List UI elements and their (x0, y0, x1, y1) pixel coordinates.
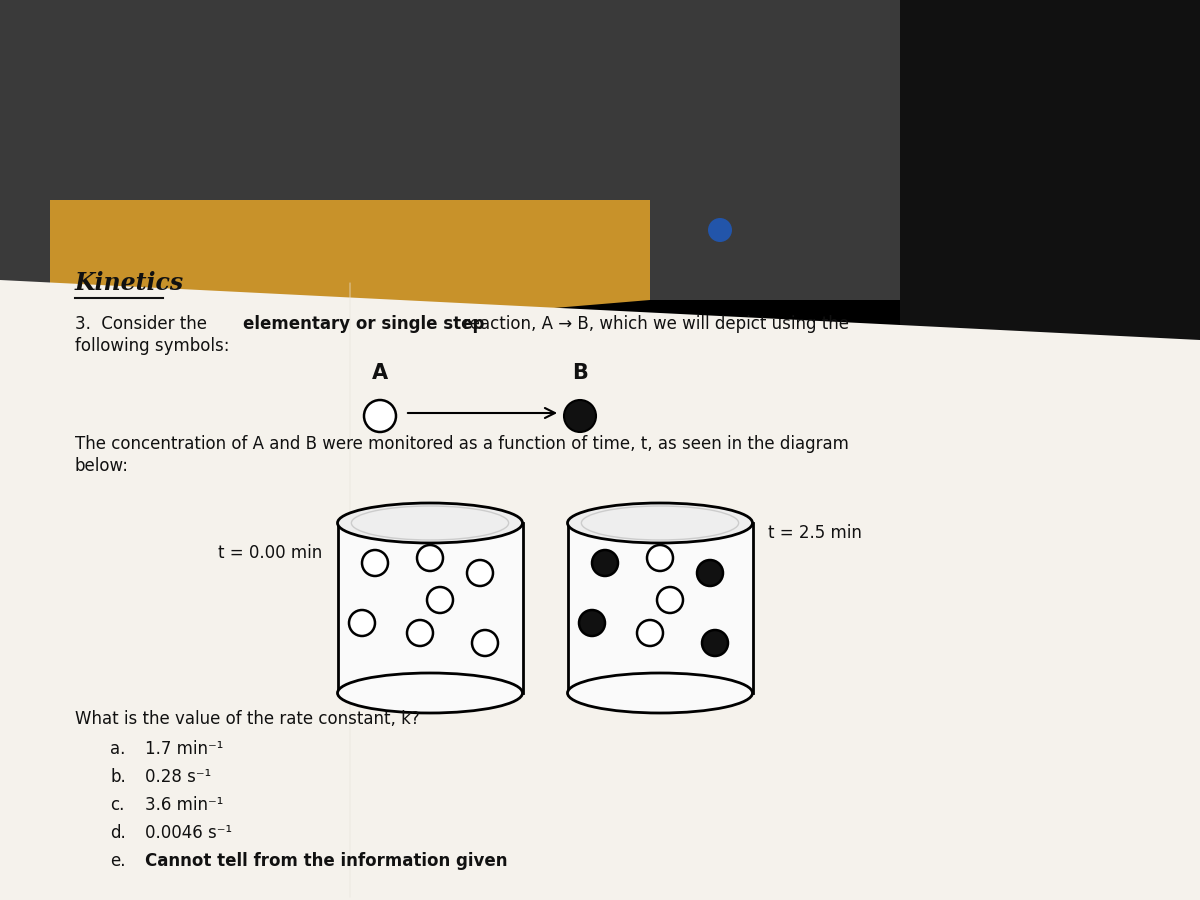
Text: elementary or single step: elementary or single step (242, 315, 485, 333)
Text: 3.  Consider the: 3. Consider the (74, 315, 212, 333)
Circle shape (407, 620, 433, 646)
Text: d.: d. (110, 824, 126, 842)
Circle shape (472, 630, 498, 656)
FancyBboxPatch shape (0, 0, 1200, 300)
Polygon shape (900, 0, 1200, 500)
Circle shape (647, 545, 673, 571)
Text: B: B (572, 363, 588, 383)
Text: 1.7 min⁻¹: 1.7 min⁻¹ (145, 740, 223, 758)
Circle shape (708, 218, 732, 242)
Ellipse shape (568, 673, 752, 713)
Text: reaction, A → B, which we will depict using the: reaction, A → B, which we will depict us… (458, 315, 850, 333)
Text: c.: c. (110, 796, 125, 814)
Text: The concentration of A and B were monitored as a function of time, t, as seen in: The concentration of A and B were monito… (74, 435, 848, 453)
Circle shape (697, 560, 722, 586)
Text: t = 2.5 min: t = 2.5 min (768, 524, 862, 542)
Text: following symbols:: following symbols: (74, 337, 229, 355)
Text: Kinetics: Kinetics (74, 271, 184, 295)
Ellipse shape (337, 503, 522, 543)
Polygon shape (200, 0, 900, 300)
Circle shape (658, 587, 683, 613)
Circle shape (467, 560, 493, 586)
Text: 3.6 min⁻¹: 3.6 min⁻¹ (145, 796, 223, 814)
Text: t = 0.00 min: t = 0.00 min (217, 544, 322, 562)
Circle shape (364, 400, 396, 432)
Ellipse shape (568, 503, 752, 543)
Text: 0.0046 s⁻¹: 0.0046 s⁻¹ (145, 824, 232, 842)
Circle shape (349, 610, 374, 636)
Circle shape (637, 620, 662, 646)
Circle shape (564, 400, 596, 432)
Text: Cannot tell from the information given: Cannot tell from the information given (145, 852, 508, 870)
FancyBboxPatch shape (568, 523, 752, 693)
Text: below:: below: (74, 457, 130, 475)
Polygon shape (0, 0, 300, 400)
Text: A: A (372, 363, 388, 383)
Circle shape (362, 550, 388, 576)
Ellipse shape (337, 673, 522, 713)
Circle shape (418, 545, 443, 571)
Polygon shape (50, 200, 650, 350)
Text: 0.28 s⁻¹: 0.28 s⁻¹ (145, 768, 211, 786)
Circle shape (702, 630, 728, 656)
Text: What is the value of the rate constant, k?: What is the value of the rate constant, … (74, 710, 420, 728)
Text: b.: b. (110, 768, 126, 786)
Text: a.: a. (110, 740, 125, 758)
Circle shape (580, 610, 605, 636)
Circle shape (427, 587, 454, 613)
Polygon shape (0, 280, 1200, 900)
FancyBboxPatch shape (337, 523, 522, 693)
Circle shape (592, 550, 618, 576)
Text: e.: e. (110, 852, 126, 870)
